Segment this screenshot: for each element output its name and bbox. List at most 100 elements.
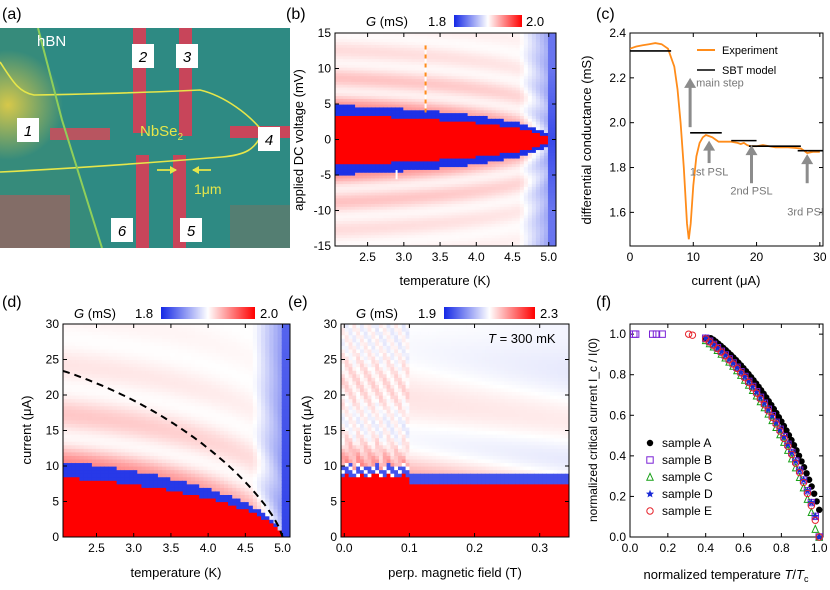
heatmap-d-cell	[71, 526, 76, 531]
heatmap-b-cell	[391, 149, 396, 153]
heatmap-b-cell	[391, 115, 396, 119]
heatmap-b-cell	[479, 237, 485, 241]
heatmap-b-cell	[471, 194, 477, 199]
heatmap-b-cell	[519, 143, 525, 148]
heatmap-b-cell	[451, 194, 457, 199]
heatmap-b-cell	[355, 50, 360, 54]
heatmap-b-cell	[503, 231, 509, 236]
heatmap-b-cell	[411, 214, 416, 219]
heatmap-b-cell	[367, 106, 372, 111]
heatmap-d-cell	[71, 366, 76, 371]
heatmap-d-cell	[71, 359, 76, 364]
heatmap-b-cell	[495, 143, 501, 148]
heatmap-b-cell	[491, 67, 497, 71]
heatmap-b-cell	[543, 214, 549, 219]
heatmap-b-cell	[527, 206, 533, 210]
heatmap-d-cell	[67, 473, 72, 478]
heatmap-b-cell	[343, 69, 348, 74]
heatmap-b-cell	[435, 217, 441, 222]
heatmap-b-cell	[431, 118, 437, 122]
heatmap-b-cell	[551, 64, 556, 68]
heatmap-b-cell	[519, 69, 525, 74]
heatmap-b-cell	[451, 75, 457, 80]
heatmap-b-cell	[403, 132, 408, 136]
heatmap-b-cell	[459, 44, 465, 48]
heatmap-b-cell	[547, 175, 553, 179]
heatmap-b-cell	[363, 169, 368, 173]
heatmap-b-cell	[339, 67, 344, 71]
heatmap-b-cell	[363, 217, 368, 222]
heatmap-d-cell	[67, 366, 72, 371]
heatmap-b-cell	[467, 106, 473, 111]
heatmap-b-cell	[479, 98, 485, 102]
heatmap-b-cell	[471, 129, 477, 133]
heatmap-b-cell	[343, 209, 348, 213]
heatmap-d-cell	[108, 497, 114, 503]
heatmap-b-cell	[523, 194, 529, 199]
heatmap-b-cell	[355, 75, 360, 80]
heatmap-b-cell	[367, 109, 372, 114]
heatmap-b-cell	[371, 166, 376, 170]
heatmap-b-cell	[435, 231, 441, 236]
heatmap-b-cell	[403, 75, 408, 80]
heatmap-b-cell	[547, 50, 553, 54]
heatmap-b-cell	[399, 243, 404, 246]
heatmap-b-cell	[551, 61, 556, 65]
heatmap-b-cell	[463, 160, 469, 165]
heatmap-b-cell	[531, 203, 537, 207]
heatmap-b-cell	[451, 163, 457, 168]
heatmap-b-cell	[383, 52, 388, 57]
heatmap-b-cell	[547, 118, 553, 122]
heatmap-b-cell	[363, 41, 368, 45]
heatmap-b-cell	[399, 226, 404, 230]
heatmap-b-cell	[487, 223, 493, 227]
heatmap-b-cell	[427, 155, 433, 159]
heatmap-b-cell	[395, 180, 400, 185]
heatmap-d-cell	[104, 370, 109, 375]
heatmap-b-cell	[447, 138, 453, 142]
heatmap-b-cell	[367, 180, 372, 185]
heatmap-b-cell	[547, 126, 553, 131]
heatmap-b-cell	[495, 197, 501, 202]
heatmap-b-cell	[475, 135, 481, 139]
heatmap-b-cell	[535, 92, 541, 97]
heatmap-b-cell	[535, 132, 541, 136]
heatmap-b-cell	[383, 206, 388, 210]
heatmap-d-cell	[71, 519, 76, 524]
heatmap-b-cell	[447, 157, 453, 162]
heatmap-b-cell	[491, 228, 497, 233]
heatmap-b-cell	[355, 135, 360, 139]
heatmap-b-cell	[463, 78, 469, 82]
heatmap-b-cell	[475, 217, 481, 222]
heatmap-d-cell	[71, 391, 76, 396]
heatmap-b-cell	[339, 189, 344, 193]
heatmap-b-cell	[439, 112, 445, 116]
heatmap-b-cell	[551, 52, 556, 57]
heatmap-b-cell	[523, 217, 529, 222]
heatmap-b-cell	[335, 189, 340, 193]
panel-b-colorbar-label: G (mS)	[366, 14, 408, 29]
heatmap-b-cell	[403, 138, 408, 142]
heatmap-d-cell	[108, 366, 114, 371]
heatmap-b-cell	[503, 44, 509, 48]
heatmap-b-cell	[455, 209, 461, 213]
heatmap-b-cell	[431, 152, 437, 156]
heatmap-b-cell	[535, 64, 541, 68]
heatmap-b-cell	[399, 163, 404, 168]
heatmap-b-cell	[519, 81, 525, 85]
heatmap-b-cell	[515, 138, 521, 142]
heatmap-b-cell	[423, 155, 429, 159]
heatmap-b-cell	[443, 33, 449, 37]
heatmap-b-cell	[503, 175, 509, 179]
heatmap-d-cell	[79, 370, 85, 375]
heatmap-b-cell	[499, 157, 505, 162]
heatmap-b-cell	[495, 38, 501, 43]
heatmap-b-cell	[539, 192, 545, 196]
heatmap-b-cell	[427, 123, 433, 128]
heatmap-d-cell	[96, 409, 101, 414]
panel-b-ytick-label: 15	[318, 26, 332, 40]
heatmap-b-cell	[479, 92, 485, 97]
heatmap-d-cell	[104, 366, 109, 371]
heatmap-b-cell	[355, 149, 360, 153]
heatmap-b-cell	[499, 35, 505, 40]
